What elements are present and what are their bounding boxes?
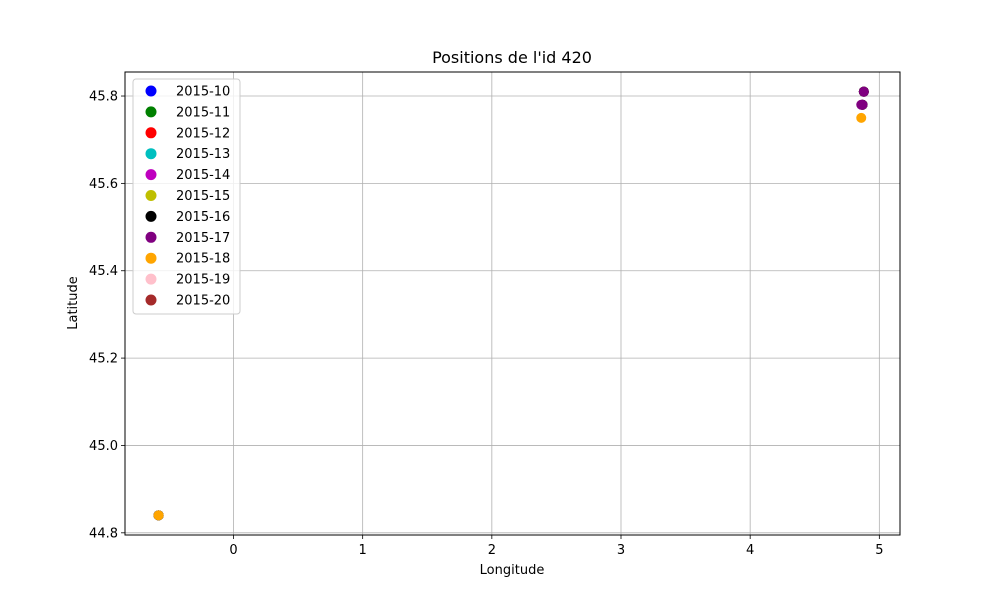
legend-label: 2015-19: [176, 273, 230, 288]
y-tick-label: 45.6: [89, 177, 118, 192]
data-point: [858, 86, 869, 97]
legend-marker: [145, 190, 157, 201]
legend-marker: [145, 127, 157, 139]
legend-label: 2015-17: [176, 231, 230, 246]
x-tick-label: 4: [746, 543, 754, 558]
legend-label: 2015-18: [176, 252, 230, 267]
y-axis-label: Latitude: [66, 276, 81, 330]
data-point: [856, 112, 867, 123]
legend-marker: [145, 106, 157, 118]
x-axis-label: Longitude: [480, 563, 545, 578]
data-points: [153, 86, 869, 521]
x-tick-label: 5: [875, 543, 883, 558]
plot-frame: [124, 71, 901, 536]
legend-label: 2015-12: [176, 126, 230, 141]
legend-marker: [145, 85, 157, 97]
grid-lines: [125, 72, 900, 535]
y-tick-label: 45.4: [89, 264, 118, 279]
x-tick-label: 3: [617, 543, 625, 558]
y-tick-label: 45.2: [89, 352, 118, 367]
legend-marker: [145, 210, 157, 222]
legend-marker: [145, 231, 157, 243]
legend-marker: [145, 273, 157, 285]
legend-label: 2015-10: [176, 85, 230, 100]
chart-title: Positions de l'id 420: [432, 48, 592, 67]
x-tick-label: 0: [229, 543, 237, 558]
legend-label: 2015-14: [176, 168, 230, 183]
legend: 2015-10 2015-11 2015-12 2015-13 2015-14 2015-…: [132, 78, 241, 315]
y-tick-label: 45.0: [89, 439, 118, 454]
legend-label: 2015-15: [176, 189, 230, 204]
legend-marker: [145, 294, 157, 306]
y-axis-ticks: 44.8 45.0 45.2 45.4 45.6 45.8: [89, 90, 125, 541]
data-point: [856, 99, 867, 110]
x-tick-label: 2: [488, 543, 496, 558]
legend-marker: [145, 148, 157, 160]
legend-label: 2015-20: [176, 294, 230, 309]
legend-marker: [145, 169, 157, 181]
y-tick-label: 45.8: [89, 90, 118, 105]
legend-label: 2015-13: [176, 147, 230, 162]
legend-marker: [145, 252, 157, 264]
data-point: [153, 510, 164, 521]
legend-label: 2015-16: [176, 210, 230, 225]
x-axis-ticks: 0 1 2 3 4 5: [229, 535, 883, 558]
y-tick-label: 44.8: [89, 526, 118, 541]
legend-frame: [132, 78, 241, 315]
x-tick-label: 1: [359, 543, 367, 558]
legend-label: 2015-11: [176, 105, 230, 120]
